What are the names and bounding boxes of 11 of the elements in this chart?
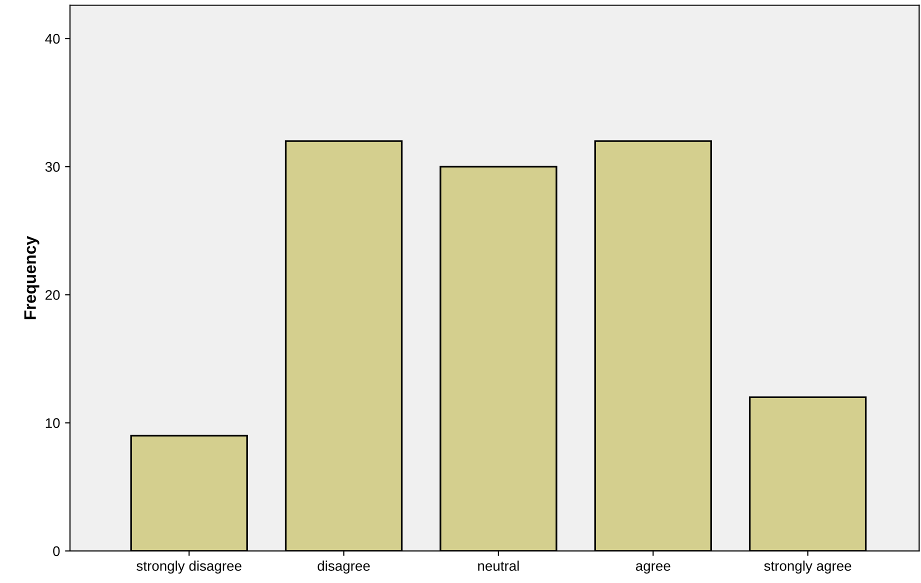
x-tick-label: neutral — [478, 560, 519, 571]
x-tick-label: strongly disagree — [136, 560, 242, 574]
y-tick-label: 30 — [45, 162, 60, 172]
x-tick-label: disagree — [318, 560, 370, 574]
x-tick-label: strongly agree — [764, 560, 852, 574]
y-tick-label: 20 — [46, 290, 60, 300]
y-tick-label: 10 — [46, 418, 60, 428]
y-tick-label: 40 — [45, 34, 60, 44]
y-tick-label: 0 — [53, 546, 60, 556]
x-tick-label: agree — [636, 563, 670, 574]
y-axis-title: Frequency — [24, 236, 40, 320]
